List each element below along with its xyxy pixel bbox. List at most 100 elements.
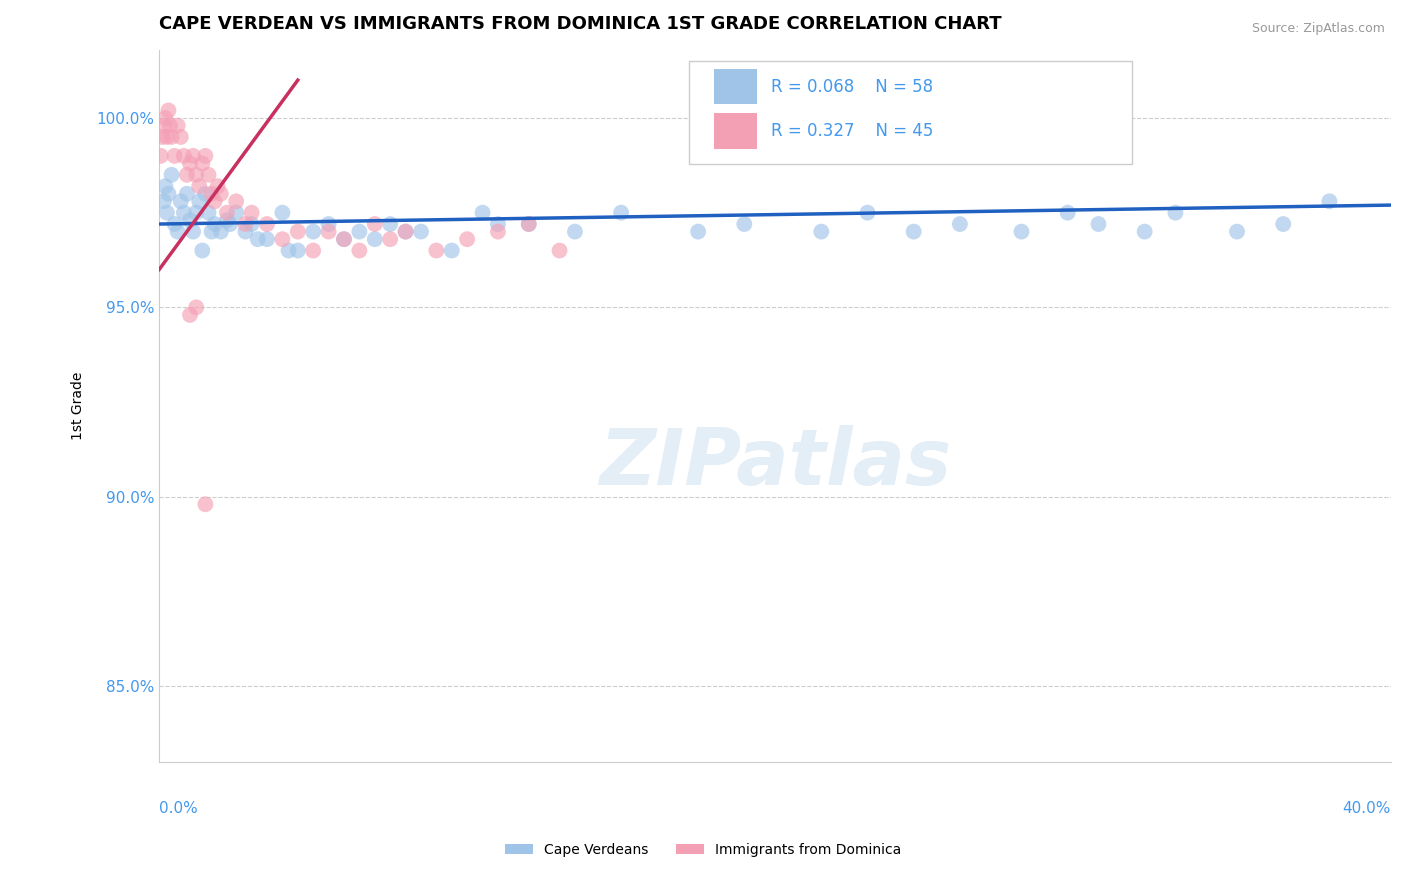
Text: 0.0%: 0.0% [159,801,198,816]
Point [235,217,257,231]
Point [302,244,325,258]
Point [271,232,294,246]
Point [240,205,263,219]
Point [1226,225,1249,239]
Point [394,225,416,239]
Point [163,217,186,231]
Point [197,168,219,182]
Point [256,232,278,246]
Point [856,205,879,219]
Point [149,149,172,163]
Point [564,225,586,239]
Point [200,225,222,239]
Point [333,232,356,246]
Point [471,205,494,219]
Point [153,119,176,133]
Text: R = 0.068    N = 58: R = 0.068 N = 58 [772,78,934,95]
Point [903,225,925,239]
Point [200,186,222,201]
Point [225,205,247,219]
Point [1011,225,1033,239]
Point [235,225,257,239]
Point [181,225,204,239]
Point [150,130,173,145]
Point [349,244,371,258]
Point [204,194,226,209]
Text: 40.0%: 40.0% [1343,801,1391,816]
Bar [713,69,756,104]
Point [287,225,309,239]
Point [225,194,247,209]
Point [160,168,183,182]
Point [173,205,195,219]
Point [166,119,188,133]
Point [194,497,217,511]
Point [155,111,177,125]
Point [209,186,232,201]
Point [1087,217,1109,231]
Point [610,205,633,219]
Point [364,217,387,231]
Point [215,205,238,219]
Point [287,244,309,258]
Point [179,308,201,322]
Point [207,179,229,194]
Point [517,217,540,231]
Point [173,149,195,163]
Point [170,194,193,209]
Point [364,232,387,246]
Point [186,301,208,315]
Point [204,217,226,231]
Point [163,149,186,163]
Text: Source: ZipAtlas.com: Source: ZipAtlas.com [1251,22,1385,36]
Point [486,217,509,231]
Point [394,225,416,239]
Point [188,179,211,194]
Point [159,119,181,133]
Point [153,194,176,209]
Point [380,232,402,246]
Point [409,225,432,239]
Point [1164,205,1187,219]
Bar [713,113,756,149]
Point [181,149,204,163]
Point [256,217,278,231]
Point [733,217,755,231]
Point [170,130,193,145]
Point [186,168,208,182]
Point [318,225,340,239]
Point [176,186,198,201]
Point [209,225,232,239]
Point [186,205,208,219]
Point [191,156,214,170]
Point [191,244,214,258]
Point [1272,217,1295,231]
Point [179,213,201,227]
Point [318,217,340,231]
Point [425,244,447,258]
Point [155,179,177,194]
Point [188,194,211,209]
Point [302,225,325,239]
Point [160,130,183,145]
Point [156,130,179,145]
Point [197,205,219,219]
Point [271,205,294,219]
Point [333,232,356,246]
Y-axis label: 1st Grade: 1st Grade [72,372,86,440]
Text: R = 0.327    N = 45: R = 0.327 N = 45 [772,122,934,140]
Point [194,186,217,201]
Point [810,225,832,239]
Point [1056,205,1078,219]
Point [349,225,371,239]
Legend: Cape Verdeans, Immigrants from Dominica: Cape Verdeans, Immigrants from Dominica [499,838,907,863]
Point [194,149,217,163]
Point [486,225,509,239]
Point [157,103,180,118]
Point [517,217,540,231]
Point [215,213,238,227]
Point [157,186,180,201]
Point [440,244,463,258]
Text: ZIPatlas: ZIPatlas [599,425,952,500]
Point [1319,194,1341,209]
